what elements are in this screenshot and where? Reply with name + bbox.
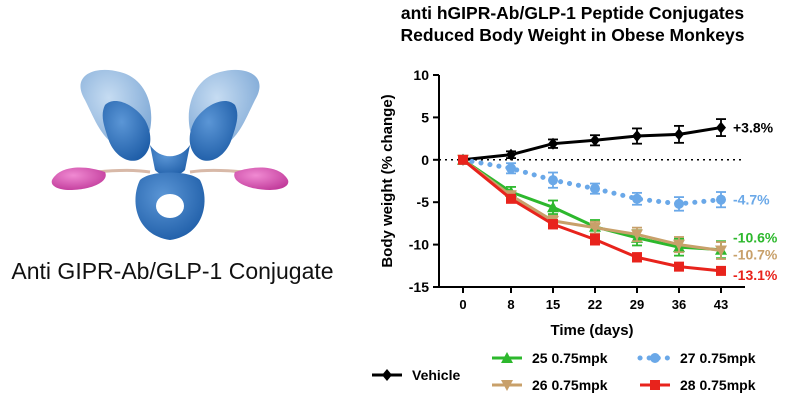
conjugate-caption: Anti GIPR-Ab/GLP-1 Conjugate [11,258,334,284]
data-point-28-0-75mpk [674,261,684,272]
y-tick-label: 0 [421,152,429,168]
data-point-27-0-75mpk [716,194,726,205]
data-point-26-0-75mpk [631,229,643,241]
chart-title-line-1: anti hGIPR-Ab/GLP-1 Peptide Conjugates [400,3,745,23]
data-point-25-0-75mpk [547,201,559,213]
y-tick-label: 10 [413,67,429,83]
data-point-27-0-75mpk [548,175,558,186]
y-axis-label: Body weight (% change) [379,94,396,267]
x-tick-label: 0 [459,297,466,312]
data-point-28-0-75mpk [590,234,600,245]
x-tick-label: 36 [672,297,686,312]
data-point-vehicle [548,137,558,150]
x-tick-label: 43 [714,297,728,312]
end-value-label-28-0-75mpk: -13.1% [733,267,778,283]
data-point-28-0-75mpk [716,265,726,276]
data-point-vehicle [506,148,516,161]
legend-marker-26-0-75mpk [501,380,513,391]
data-point-28-0-75mpk [548,219,558,230]
data-point-vehicle [674,128,684,141]
legend-label-vehicle: Vehicle [412,367,460,383]
data-point-vehicle [632,130,642,143]
data-point-27-0-75mpk [590,183,600,194]
legend-marker-28-0-75mpk [650,380,660,390]
data-point-28-0-75mpk [506,193,516,204]
legend-label-26-0-75mpk: 26 0.75mpk [532,377,608,393]
data-point-26-0-75mpk [589,222,601,234]
data-point-27-0-75mpk [674,198,684,209]
end-value-label-25-0-75mpk: -10.6% [733,230,778,246]
legend-label-25-0-75mpk: 25 0.75mpk [532,350,608,366]
x-tick-label: 8 [507,297,514,312]
x-tick-label: 22 [588,297,602,312]
y-tick-label: -15 [409,279,429,295]
series-line-28-0-75mpk [461,158,723,273]
data-point-vehicle [716,121,726,134]
legend-marker-25-0-75mpk [501,352,513,363]
y-tick-label: -10 [409,237,429,253]
data-point-26-0-75mpk [715,245,727,257]
legend-label-27-0-75mpk: 27 0.75mpk [680,350,756,366]
end-value-label-26-0-75mpk: -10.7% [733,247,778,263]
end-value-label-27-0-75mpk: -4.7% [733,192,770,208]
legend-marker-27-0-75mpk [650,353,660,363]
y-tick-label: -5 [417,194,430,210]
y-tick-label: 5 [421,109,429,125]
legend-label-28-0-75mpk: 28 0.75mpk [680,377,756,393]
molecule-panel: Anti GIPR-Ab/GLP-1 Conjugate [0,0,345,401]
chart-title-line-2: Reduced Body Weight in Obese Monkeys [400,25,745,45]
data-point-26-0-75mpk [673,239,685,251]
legend-marker-vehicle [382,369,392,381]
chart-title: anti hGIPR-Ab/GLP-1 Peptide Conjugates R… [345,2,800,46]
x-axis-label: Time (days) [550,322,633,339]
antibody-conjugate-illustration [51,69,289,240]
data-point-28-0-75mpk [458,154,468,165]
data-point-27-0-75mpk [632,193,642,204]
data-point-vehicle [590,134,600,147]
data-point-27-0-75mpk [506,163,516,174]
data-point-28-0-75mpk [632,252,642,263]
x-tick-label: 29 [630,297,644,312]
end-value-label-vehicle: +3.8% [733,120,774,136]
x-tick-label: 15 [546,297,560,312]
